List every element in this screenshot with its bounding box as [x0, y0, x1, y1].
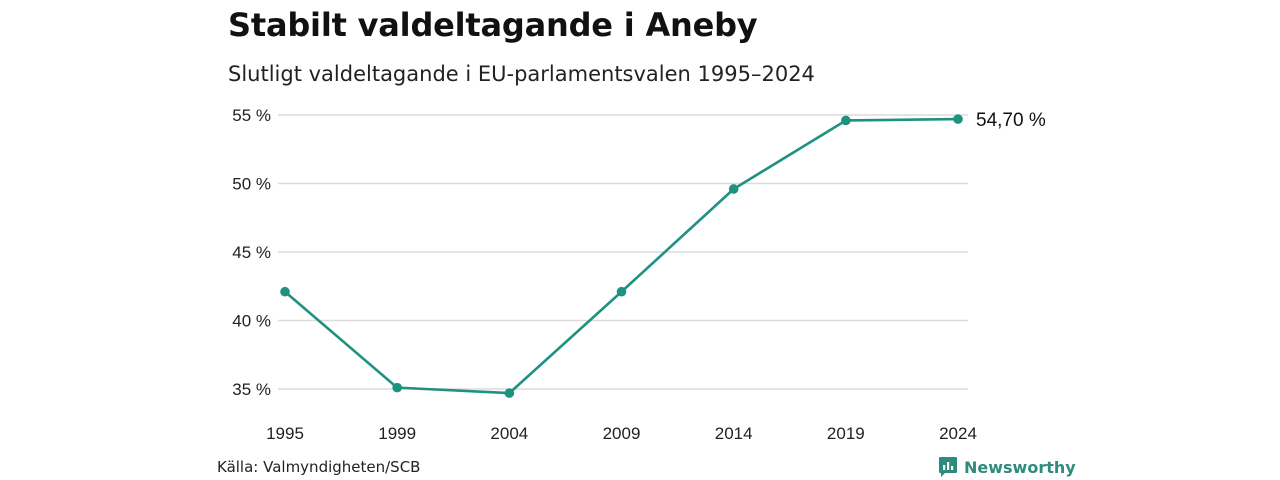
data-point: [616, 286, 627, 297]
x-tick-label: 1995: [266, 424, 304, 443]
x-tick-label: 2019: [827, 424, 865, 443]
chart-title: Stabilt valdeltagande i Aneby: [228, 6, 758, 44]
newsworthy-logo-icon: [939, 457, 957, 477]
brand-logo: Newsworthy: [938, 456, 1076, 478]
y-tick-label: 55 %: [232, 106, 271, 125]
series-line: [283, 117, 960, 395]
data-points: [280, 114, 963, 398]
data-point: [504, 388, 515, 398]
x-tick-label: 2004: [490, 424, 528, 443]
y-tick-label: 40 %: [232, 312, 271, 331]
chart-subtitle: Slutligt valdeltagande i EU-parlamentsva…: [228, 62, 815, 86]
x-tick-label: 2009: [603, 424, 641, 443]
brand-name: Newsworthy: [964, 457, 1076, 477]
data-point: [953, 114, 963, 124]
data-point: [728, 184, 739, 194]
data-point: [392, 382, 402, 393]
x-tick-label: 2024: [939, 424, 977, 443]
data-point: [280, 286, 290, 297]
x-tick-label: 2014: [715, 424, 753, 443]
data-point: [841, 115, 851, 126]
y-axis-tick-labels: 35 % 40 % 45 % 50 % 55 %: [232, 106, 271, 399]
end-value-label: 54,70 %: [976, 110, 1046, 131]
x-tick-label: 1999: [378, 424, 416, 443]
y-tick-label: 50 %: [232, 175, 271, 194]
x-axis-tick-labels: 1995 1999 2004 2009 2014 2019 2024: [266, 424, 977, 443]
y-tick-label: 35 %: [232, 380, 271, 399]
y-tick-label: 45 %: [232, 243, 271, 262]
source-note: Källa: Valmyndigheten/SCB: [217, 458, 421, 476]
gridlines: [278, 114, 968, 390]
